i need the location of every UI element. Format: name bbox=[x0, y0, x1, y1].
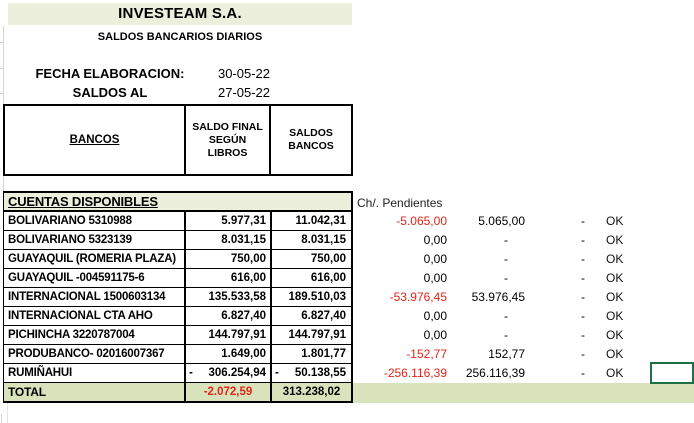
ajuste-cell[interactable]: - bbox=[581, 366, 585, 380]
section-cuentas-disponibles[interactable]: CUENTAS DISPONIBLES bbox=[3, 191, 353, 212]
cheque-pendiente-cell[interactable]: 256.116,39 bbox=[465, 366, 525, 380]
diferencia-cell[interactable]: 0,00 bbox=[423, 309, 447, 323]
bank-name-cell[interactable]: PICHINCHA 3220787004 bbox=[3, 326, 186, 345]
cheque-pendiente-cell[interactable]: - bbox=[504, 328, 508, 342]
status-cell[interactable]: OK bbox=[606, 366, 624, 380]
gridline bbox=[0, 68, 3, 69]
saldo-libros-cell[interactable]: 750,00 bbox=[186, 250, 272, 269]
gridline bbox=[7, 403, 8, 423]
saldo-bancos-cell[interactable]: 1.801,77 bbox=[272, 345, 353, 364]
ajuste-cell[interactable]: - bbox=[581, 328, 585, 342]
ajuste-cell[interactable]: - bbox=[581, 309, 585, 323]
saldo-libros-cell[interactable]: 616,00 bbox=[186, 269, 272, 288]
total-label-cell[interactable]: TOTAL bbox=[3, 383, 186, 403]
bank-name-cell[interactable]: GUAYAQUIL -004591175-6 bbox=[3, 269, 186, 288]
diferencia-cell[interactable]: 0,00 bbox=[423, 252, 447, 266]
saldo-bancos-cell[interactable]: 189.510,03 bbox=[272, 288, 353, 307]
saldo-bancos-cell[interactable]: 616,00 bbox=[272, 269, 353, 288]
cheque-pendiente-cell[interactable]: - bbox=[504, 233, 508, 247]
gridline bbox=[0, 93, 3, 94]
saldo-bancos-cell[interactable]: 144.797,91 bbox=[272, 326, 353, 345]
status-cell[interactable]: OK bbox=[606, 347, 624, 361]
table-row: INTERNACIONAL CTA AHO 6.827,40 6.827,40 0,0… bbox=[3, 307, 694, 326]
fecha-elaboracion-value[interactable]: 30-05-22 bbox=[217, 66, 271, 81]
table-row: BOLIVARIANO 5310988 5.977,31 11.042,31 -5.0… bbox=[3, 212, 694, 231]
table-column-headers: BANCOS SALDO FINAL SEGÚN LIBROS SALDOS B… bbox=[3, 104, 353, 176]
ajuste-cell[interactable]: - bbox=[581, 252, 585, 266]
diferencia-cell[interactable]: 0,00 bbox=[423, 233, 447, 247]
saldo-libros-cell[interactable]: -306.254,94 bbox=[186, 364, 272, 383]
cheque-pendiente-cell[interactable]: 5.065,00 bbox=[478, 214, 525, 228]
column-header-bancos[interactable]: BANCOS bbox=[5, 106, 186, 174]
cheque-pendiente-cell[interactable]: - bbox=[504, 271, 508, 285]
fecha-elaboracion-label: FECHA ELABORACION: bbox=[35, 66, 185, 81]
ajuste-cell[interactable]: - bbox=[581, 290, 585, 304]
diferencia-cell[interactable]: -5.065,00 bbox=[396, 214, 447, 228]
saldo-libros-cell[interactable]: 144.797,91 bbox=[186, 326, 272, 345]
saldo-bancos-cell[interactable]: 6.827,40 bbox=[272, 307, 353, 326]
status-cell[interactable]: OK bbox=[606, 271, 624, 285]
column-header-saldo-final-libros[interactable]: SALDO FINAL SEGÚN LIBROS bbox=[186, 106, 271, 174]
diferencia-cell[interactable]: -53.976,45 bbox=[389, 290, 447, 304]
status-cell[interactable]: OK bbox=[606, 214, 624, 228]
cheque-pendiente-cell[interactable]: - bbox=[504, 252, 508, 266]
selected-cell[interactable] bbox=[650, 362, 694, 384]
table-body: BOLIVARIANO 5310988 5.977,31 11.042,31 -5.0… bbox=[3, 212, 694, 403]
saldo-bancos-cell[interactable]: 11.042,31 bbox=[272, 212, 353, 231]
saldo-bancos-cell[interactable]: -50.138,55 bbox=[272, 364, 353, 383]
gridline bbox=[0, 42, 3, 43]
total-row: TOTAL -2.072,59 313.238,02 bbox=[3, 383, 694, 403]
gridline bbox=[1, 414, 2, 423]
saldo-libros-cell[interactable]: 135.533,58 bbox=[186, 288, 272, 307]
cheque-pendiente-cell[interactable]: 53.976,45 bbox=[471, 290, 525, 304]
status-cell[interactable]: OK bbox=[606, 233, 624, 247]
table-row: INTERNACIONAL 1500603134 135.533,58 189.51… bbox=[3, 288, 694, 307]
cheque-pendiente-cell[interactable]: 152,77 bbox=[488, 347, 525, 361]
saldo-libros-cell[interactable]: 5.977,31 bbox=[186, 212, 272, 231]
saldos-al-value[interactable]: 27-05-22 bbox=[217, 85, 271, 100]
status-cell[interactable]: OK bbox=[606, 252, 624, 266]
diferencia-cell[interactable]: 0,00 bbox=[423, 328, 447, 342]
saldo-bancos-cell[interactable]: 750,00 bbox=[272, 250, 353, 269]
diferencia-cell[interactable]: -152,77 bbox=[406, 347, 447, 361]
saldos-al-label: SALDOS AL bbox=[72, 85, 148, 100]
ajuste-cell[interactable]: - bbox=[581, 233, 585, 247]
ajuste-cell[interactable]: - bbox=[581, 214, 585, 228]
status-cell[interactable]: OK bbox=[606, 290, 624, 304]
bank-name-cell[interactable]: GUAYAQUIL (ROMERIA PLAZA) bbox=[3, 250, 186, 269]
table-row: GUAYAQUIL (ROMERIA PLAZA) 750,00 750,00 0,0… bbox=[3, 250, 694, 269]
table-row: RUMIÑAHUI -306.254,94-50.138,55 -256.116,3… bbox=[3, 364, 694, 383]
ajuste-cell[interactable]: - bbox=[581, 347, 585, 361]
bank-name-cell[interactable]: INTERNACIONAL CTA AHO bbox=[3, 307, 186, 326]
bank-name-cell[interactable]: BOLIVARIANO 5310988 bbox=[3, 212, 186, 231]
saldo-bancos-cell[interactable]: 8.031,15 bbox=[272, 231, 353, 250]
status-cell[interactable]: OK bbox=[606, 309, 624, 323]
saldo-libros-cell[interactable]: 6.827,40 bbox=[186, 307, 272, 326]
section-label: CUENTAS DISPONIBLES bbox=[8, 194, 158, 209]
status-cell[interactable]: OK bbox=[606, 328, 624, 342]
company-title: INVESTEAM S.A. bbox=[8, 3, 352, 25]
bank-name-cell[interactable]: PRODUBANCO- 02016007367 bbox=[3, 345, 186, 364]
cheque-pendiente-cell[interactable]: - bbox=[504, 309, 508, 323]
table-row: PRODUBANCO- 02016007367 1.649,00 1.801,77 -… bbox=[3, 345, 694, 364]
bank-name-cell[interactable]: INTERNACIONAL 1500603134 bbox=[3, 288, 186, 307]
diferencia-cell[interactable]: 0,00 bbox=[423, 271, 447, 285]
pendientes-label: Ch/. Pendientes bbox=[357, 196, 443, 210]
total-saldo-libros-cell[interactable]: -2.072,59 bbox=[186, 383, 272, 403]
table-row: PICHINCHA 3220787004 144.797,91 144.797,91… bbox=[3, 326, 694, 345]
ajuste-cell[interactable]: - bbox=[581, 271, 585, 285]
bank-name-cell[interactable]: RUMIÑAHUI bbox=[3, 364, 186, 383]
diferencia-cell[interactable]: -256.116,39 bbox=[383, 366, 447, 380]
bank-name-cell[interactable]: BOLIVARIANO 5323139 bbox=[3, 231, 186, 250]
gridline bbox=[3, 176, 4, 191]
saldo-libros-cell[interactable]: 1.649,00 bbox=[186, 345, 272, 364]
report-subtitle: SALDOS BANCARIOS DIARIOS bbox=[97, 31, 263, 43]
saldo-libros-cell[interactable]: 8.031,15 bbox=[186, 231, 272, 250]
column-header-saldos-bancos[interactable]: SALDOS BANCOS bbox=[288, 127, 334, 152]
table-row: GUAYAQUIL -004591175-6 616,00 616,00 0,00- -… bbox=[3, 269, 694, 288]
gridline bbox=[3, 26, 4, 106]
table-row: BOLIVARIANO 5323139 8.031,15 8.031,15 0,00-… bbox=[3, 231, 694, 250]
total-saldo-bancos-cell[interactable]: 313.238,02 bbox=[272, 383, 353, 403]
